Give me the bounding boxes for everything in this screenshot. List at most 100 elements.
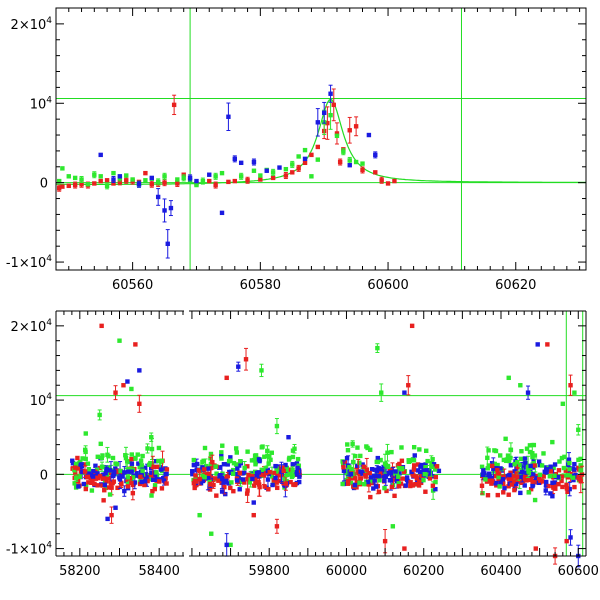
data-point-blue [522,456,528,461]
data-point-green [73,461,79,467]
data-point-green [130,177,135,182]
data-point-blue [238,160,244,166]
data-point-red [524,478,529,483]
data-point-green [377,478,382,483]
data-point-blue [566,457,572,462]
data-point-red [382,538,388,544]
data-point-green [562,454,567,460]
data-point-red [337,159,343,165]
data-point-red [150,488,155,494]
data-point-red [545,342,550,347]
data-point-blue [294,461,300,466]
data-point-red [85,474,91,480]
data-point-green [570,475,576,480]
data-point-red [309,152,314,158]
data-point-green [104,183,110,189]
data-point-blue [140,466,145,471]
data-point-blue [373,152,378,158]
data-point-green [200,459,205,465]
data-point-blue [286,435,291,440]
data-point-green [531,442,537,448]
data-point-red [379,178,384,183]
data-point-green [506,458,512,464]
data-point-red [290,170,295,175]
data-point-blue [225,462,230,467]
data-point-blue [149,175,154,181]
data-point-red [274,524,280,529]
data-point-blue [381,473,386,479]
data-point-blue [187,175,193,181]
data-point-blue [518,490,523,496]
data-point-blue [548,491,553,496]
data-point-green [399,445,404,450]
data-point-green [89,488,95,493]
data-point-red [368,494,373,500]
data-point-red [232,178,237,184]
y-tick-label: -1×104 [6,541,52,558]
data-point-red [145,478,150,484]
data-point-green [85,182,91,187]
x-tick-label: 58400 [139,564,180,579]
data-point-blue [378,467,384,472]
data-point-blue [264,168,269,173]
data-point-red [224,474,229,480]
data-point-blue [500,477,506,482]
data-point-blue [165,241,170,246]
data-point-green [551,465,556,471]
data-point-blue [228,455,233,460]
data-point-green [233,462,239,467]
data-point-red [509,482,515,487]
data-point-blue [352,482,358,488]
data-point-green [226,458,232,464]
data-point-red [354,480,360,485]
data-point-green [532,497,538,503]
data-point-blue [393,469,398,474]
data-point-green [531,461,536,466]
data-point-blue [386,470,392,476]
data-point-green [133,455,138,461]
data-point-blue [273,463,278,469]
data-point-red [222,484,227,490]
data-point-green [492,461,497,467]
data-point-blue [295,465,300,471]
data-point-blue [98,152,103,158]
data-point-green [576,457,581,463]
data-point-red [496,478,501,483]
data-point-red [565,489,570,495]
data-point-blue [520,469,525,475]
data-point-red [489,463,495,469]
data-point-green [274,423,280,429]
data-point-red [117,179,123,185]
data-point-blue [371,486,376,491]
data-point-blue [374,468,380,474]
data-point-blue [382,478,387,483]
data-point-green [268,457,273,463]
data-point-blue [198,481,204,486]
data-point-red [489,478,495,483]
data-point-green [238,459,243,464]
data-point-blue [221,462,227,467]
data-point-blue [111,177,116,182]
data-point-red [495,467,500,473]
data-point-red [111,479,117,484]
data-point-red [271,478,277,483]
data-point-red [560,484,565,490]
data-point-red [197,476,202,482]
data-point-red [385,181,391,186]
data-point-red [408,480,413,485]
data-point-red [102,476,107,481]
data-point-blue [91,468,96,474]
data-point-green [352,472,357,477]
data-point-red [143,170,148,176]
data-point-blue [240,477,246,482]
data-point-blue [498,480,503,486]
data-point-red [175,181,180,186]
data-point-green [480,491,485,496]
data-point-blue [155,194,161,200]
data-point-green [200,178,206,184]
data-point-red [83,486,89,492]
data-point-red [86,480,91,485]
data-point-red [101,498,106,503]
data-point-red [400,476,405,481]
data-point-green [334,133,340,139]
